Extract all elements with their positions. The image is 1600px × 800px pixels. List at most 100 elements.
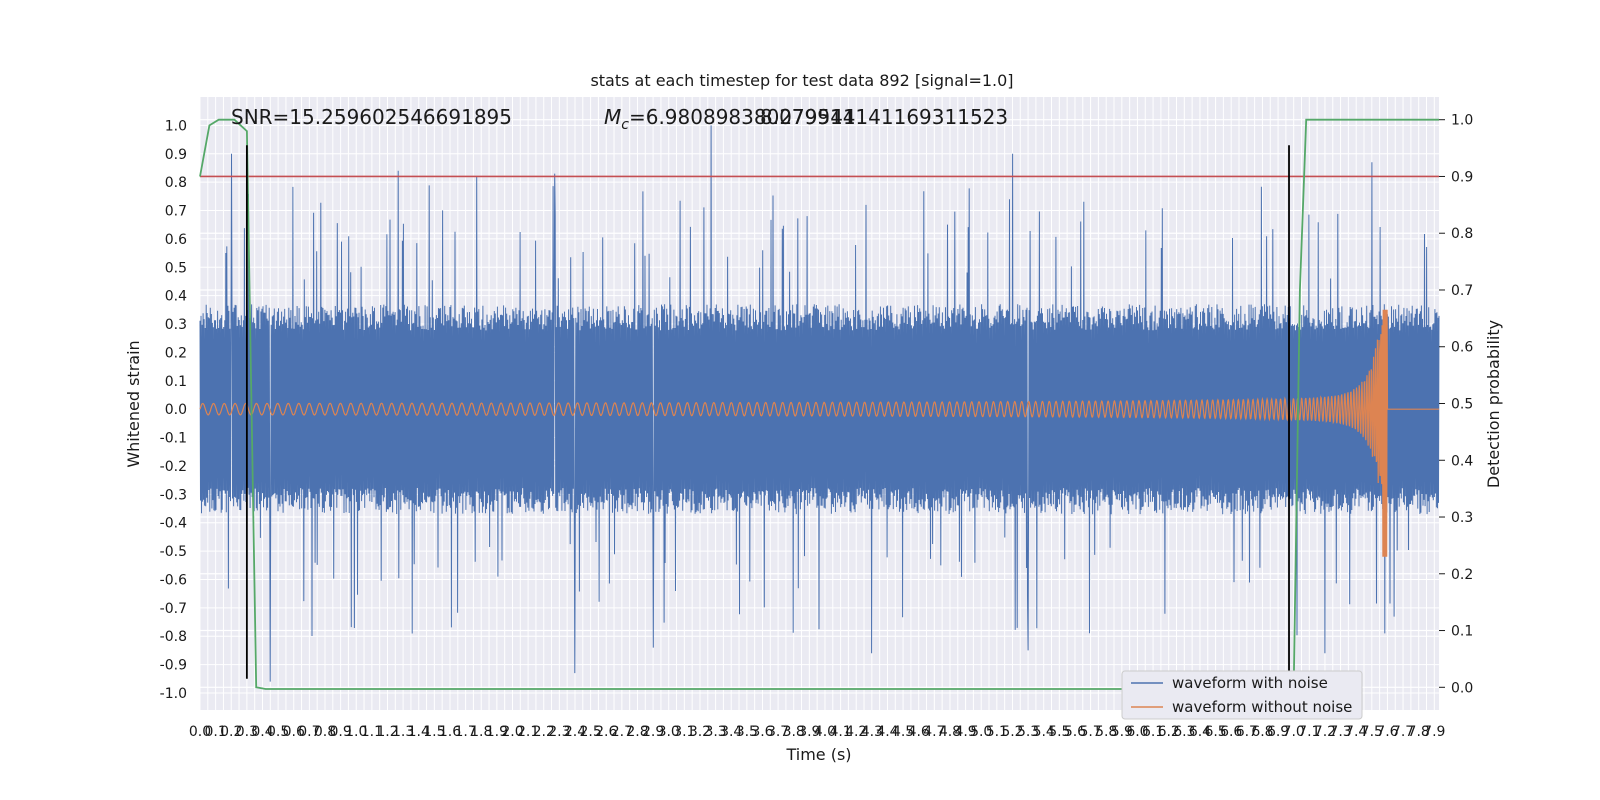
y-right-tick-label: 0.2 bbox=[1451, 567, 1473, 583]
y-axis-right-ticks: 0.0 0.1 0.2 0.3 0.4 0.5 0.6 0.7 0.8 0.9 1.0 bbox=[1439, 113, 1473, 696]
x-tick-label: 5.8 bbox=[1095, 724, 1117, 740]
y-right-tick-label: 0.9 bbox=[1451, 169, 1473, 185]
x-tick-label: 1.9 bbox=[486, 724, 508, 740]
vertical-markers bbox=[245, 145, 1290, 679]
overlapping-annotation: 8.079914141169311523 bbox=[760, 105, 1008, 129]
y-left-tick-label: 1.0 bbox=[165, 118, 187, 134]
x-tick-label: 0.3 bbox=[236, 724, 258, 740]
x-tick-label: 0.1 bbox=[204, 724, 226, 740]
x-tick-label: 2.5 bbox=[579, 724, 601, 740]
x-tick-label: 1.5 bbox=[423, 724, 445, 740]
y-right-tick-label: 0.8 bbox=[1451, 226, 1473, 242]
y-right-tick-label: 0.7 bbox=[1451, 283, 1473, 299]
legend-label-clean: waveform without noise bbox=[1172, 698, 1352, 716]
x-tick-label: 3.3 bbox=[704, 724, 726, 740]
x-tick-label: 2.8 bbox=[626, 724, 648, 740]
x-tick-label: 6.0 bbox=[1126, 724, 1148, 740]
x-tick-label: 5.5 bbox=[1048, 724, 1070, 740]
x-tick-label: 4.9 bbox=[954, 724, 976, 740]
x-tick-label: 2.3 bbox=[548, 724, 570, 740]
x-tick-label: 3.0 bbox=[658, 724, 680, 740]
y-left-tick-label: -0.2 bbox=[160, 459, 187, 475]
x-tick-label: 5.9 bbox=[1111, 724, 1133, 740]
x-tick-label: 5.7 bbox=[1079, 724, 1101, 740]
x-tick-label: 6.8 bbox=[1251, 724, 1273, 740]
x-tick-label: 1.0 bbox=[345, 724, 367, 740]
y-left-tick-label: -0.9 bbox=[160, 658, 187, 674]
x-tick-label: 4.3 bbox=[861, 724, 883, 740]
y-axis-left-label: Whitened strain bbox=[124, 340, 143, 467]
x-tick-label: 4.0 bbox=[814, 724, 836, 740]
chart-title: stats at each timestep for test data 892… bbox=[590, 71, 1013, 90]
chirp-line bbox=[199, 309, 1439, 557]
x-tick-label: 5.4 bbox=[1033, 724, 1055, 740]
series-detection-probability bbox=[199, 118, 1439, 690]
x-tick-label: 2.9 bbox=[642, 724, 664, 740]
y-left-tick-label: -0.7 bbox=[160, 601, 187, 617]
x-tick-label: 1.1 bbox=[361, 724, 383, 740]
y-right-tick-label: 0.5 bbox=[1451, 397, 1473, 413]
x-tick-label: 1.3 bbox=[392, 724, 414, 740]
y-axis-left-ticks: -1.0 -0.9 -0.8 -0.7 -0.6 -0.5 -0.4 -0.3 -0.2 -0.1… bbox=[160, 118, 187, 702]
y-right-tick-label: 0.0 bbox=[1451, 680, 1473, 696]
x-tick-label: 2.7 bbox=[611, 724, 633, 740]
y-left-tick-label: 0.9 bbox=[165, 147, 187, 163]
chirp-mass-annotation: Mc=6.980898380279541 bbox=[604, 105, 856, 133]
series-waveform-with-noise bbox=[199, 125, 1440, 682]
x-tick-label: 2.2 bbox=[533, 724, 555, 740]
x-tick-label: 2.1 bbox=[517, 724, 539, 740]
x-tick-label: 3.4 bbox=[720, 724, 742, 740]
mc-subscript: c bbox=[621, 117, 629, 133]
y-left-tick-label: -0.6 bbox=[160, 572, 187, 588]
x-tick-label: 6.5 bbox=[1204, 724, 1226, 740]
x-tick-label: 3.2 bbox=[689, 724, 711, 740]
x-tick-label: 5.1 bbox=[986, 724, 1008, 740]
y-left-tick-label: -0.4 bbox=[160, 516, 187, 532]
legend: waveform with noise waveform without noi… bbox=[1121, 670, 1363, 720]
x-tick-label: 6.9 bbox=[1267, 724, 1289, 740]
x-tick-label: 0.6 bbox=[283, 724, 305, 740]
x-tick-label: 7.4 bbox=[1345, 724, 1367, 740]
x-tick-label: 7.6 bbox=[1376, 724, 1398, 740]
x-tick-label: 0.9 bbox=[329, 724, 351, 740]
x-tick-label: 7.7 bbox=[1392, 724, 1414, 740]
x-tick-label: 7.9 bbox=[1423, 724, 1445, 740]
y-left-tick-label: 0.3 bbox=[165, 317, 187, 333]
snr-annotation: SNR=15.259602546691895 bbox=[231, 105, 512, 129]
x-tick-label: 4.4 bbox=[876, 724, 898, 740]
x-tick-label: 4.1 bbox=[829, 724, 851, 740]
x-tick-label: 7.2 bbox=[1314, 724, 1336, 740]
y-left-tick-label: 0.1 bbox=[165, 374, 187, 390]
y-left-tick-label: -0.5 bbox=[160, 544, 187, 560]
x-tick-label: 0.8 bbox=[314, 724, 336, 740]
y-left-tick-label: -0.3 bbox=[160, 487, 187, 503]
x-tick-label: 3.1 bbox=[673, 724, 695, 740]
x-tick-label: 6.7 bbox=[1236, 724, 1258, 740]
noise-line bbox=[199, 125, 1440, 682]
x-tick-label: 6.4 bbox=[1189, 724, 1211, 740]
x-tick-label: 6.2 bbox=[1158, 724, 1180, 740]
x-tick-label: 3.5 bbox=[736, 724, 758, 740]
legend-label-noise: waveform with noise bbox=[1172, 674, 1328, 692]
x-tick-label: 5.6 bbox=[1064, 724, 1086, 740]
legend-box bbox=[1121, 670, 1363, 720]
x-tick-label: 2.6 bbox=[595, 724, 617, 740]
x-tick-label: 0.0 bbox=[189, 724, 211, 740]
x-tick-label: 2.4 bbox=[564, 724, 586, 740]
x-tick-label: 0.7 bbox=[298, 724, 320, 740]
x-tick-label: 0.2 bbox=[220, 724, 242, 740]
x-tick-label: 3.6 bbox=[751, 724, 773, 740]
mc-symbol: M bbox=[604, 105, 621, 129]
x-tick-label: 6.6 bbox=[1220, 724, 1242, 740]
x-tick-label: 5.3 bbox=[1017, 724, 1039, 740]
y-right-tick-label: 0.4 bbox=[1451, 453, 1473, 469]
x-tick-label: 4.5 bbox=[892, 724, 914, 740]
y-left-tick-label: -1.0 bbox=[160, 686, 187, 702]
x-tick-label: 7.3 bbox=[1329, 724, 1351, 740]
x-tick-label: 4.7 bbox=[923, 724, 945, 740]
x-tick-label: 5.2 bbox=[1001, 724, 1023, 740]
y-left-tick-label: 0.8 bbox=[165, 175, 187, 191]
x-axis-label: Time (s) bbox=[785, 745, 851, 764]
y-right-tick-label: 0.3 bbox=[1451, 510, 1473, 526]
